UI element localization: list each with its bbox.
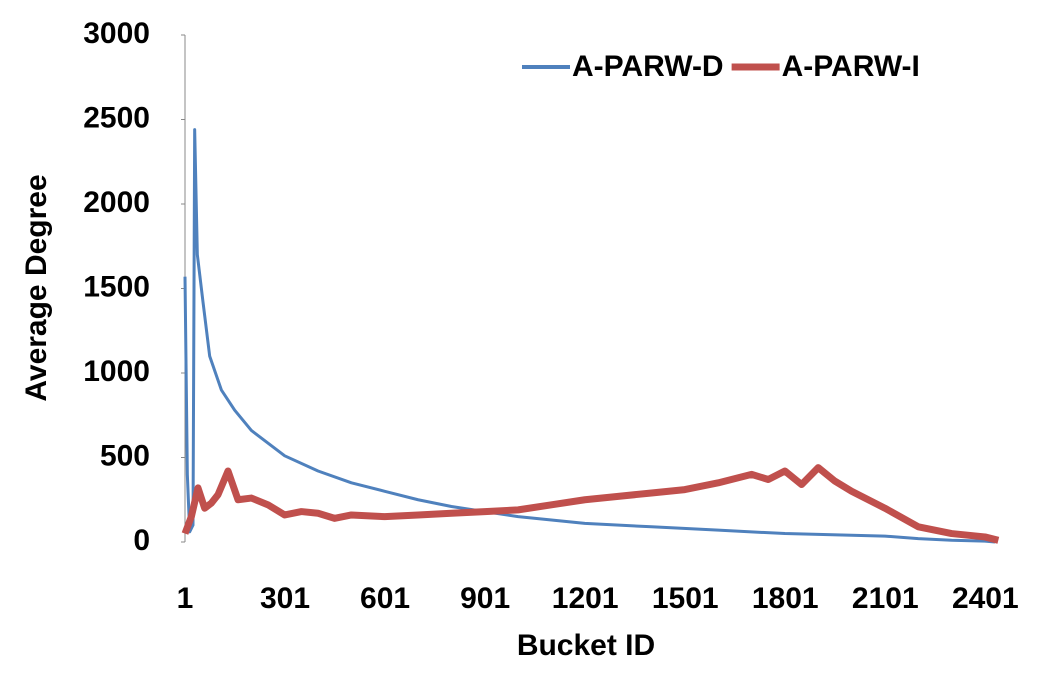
y-tick-label: 0 (133, 524, 150, 557)
x-axis-title: Bucket ID (517, 629, 655, 662)
series-line (181, 464, 1000, 544)
x-tick-label: 1801 (752, 582, 819, 615)
x-tick-label: 301 (260, 582, 310, 615)
x-tick-label: 2101 (852, 582, 919, 615)
y-tick-label: 2500 (83, 101, 150, 134)
y-tick-label: 2000 (83, 186, 150, 219)
x-tick-label: 901 (460, 582, 510, 615)
y-tick-label: 500 (100, 439, 150, 472)
y-tick-label: 1500 (83, 270, 150, 303)
y-axis-title: Average Degree (20, 174, 53, 401)
x-tick-label: 2401 (952, 582, 1019, 615)
x-tick-label: 1 (177, 582, 194, 615)
series-line (183, 128, 996, 544)
legend-label: A-PARW-I (782, 50, 920, 83)
x-tick-label: 1501 (652, 582, 719, 615)
y-tick-label: 3000 (83, 17, 150, 50)
legend-label: A-PARW-D (572, 50, 724, 83)
x-tick-label: 1201 (552, 582, 619, 615)
x-tick-label: 601 (360, 582, 410, 615)
y-tick-label: 1000 (83, 355, 150, 388)
